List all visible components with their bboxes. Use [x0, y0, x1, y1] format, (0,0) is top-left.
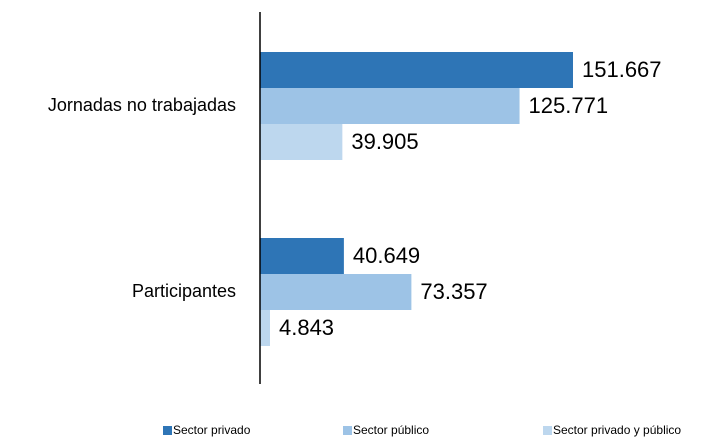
data-label: 73.357 — [420, 279, 487, 304]
data-label: 151.667 — [582, 57, 662, 82]
data-label: 125.771 — [529, 93, 609, 118]
legend-swatch — [343, 426, 352, 435]
legend-swatch — [163, 426, 172, 435]
bar — [260, 274, 412, 310]
data-label: 4.843 — [279, 315, 334, 340]
category-label: Jornadas no trabajadas — [48, 95, 236, 115]
legend-label: Sector privado y público — [553, 423, 681, 437]
bar — [260, 88, 520, 124]
bar — [260, 238, 344, 274]
legend-label: Sector privado — [173, 423, 251, 437]
bar — [260, 310, 270, 346]
legend-label: Sector público — [353, 423, 429, 437]
bar — [260, 52, 573, 88]
bar — [260, 124, 343, 160]
data-label: 39.905 — [351, 129, 418, 154]
category-label: Participantes — [132, 281, 236, 301]
legend-swatch — [543, 426, 552, 435]
data-label: 40.649 — [353, 243, 420, 268]
